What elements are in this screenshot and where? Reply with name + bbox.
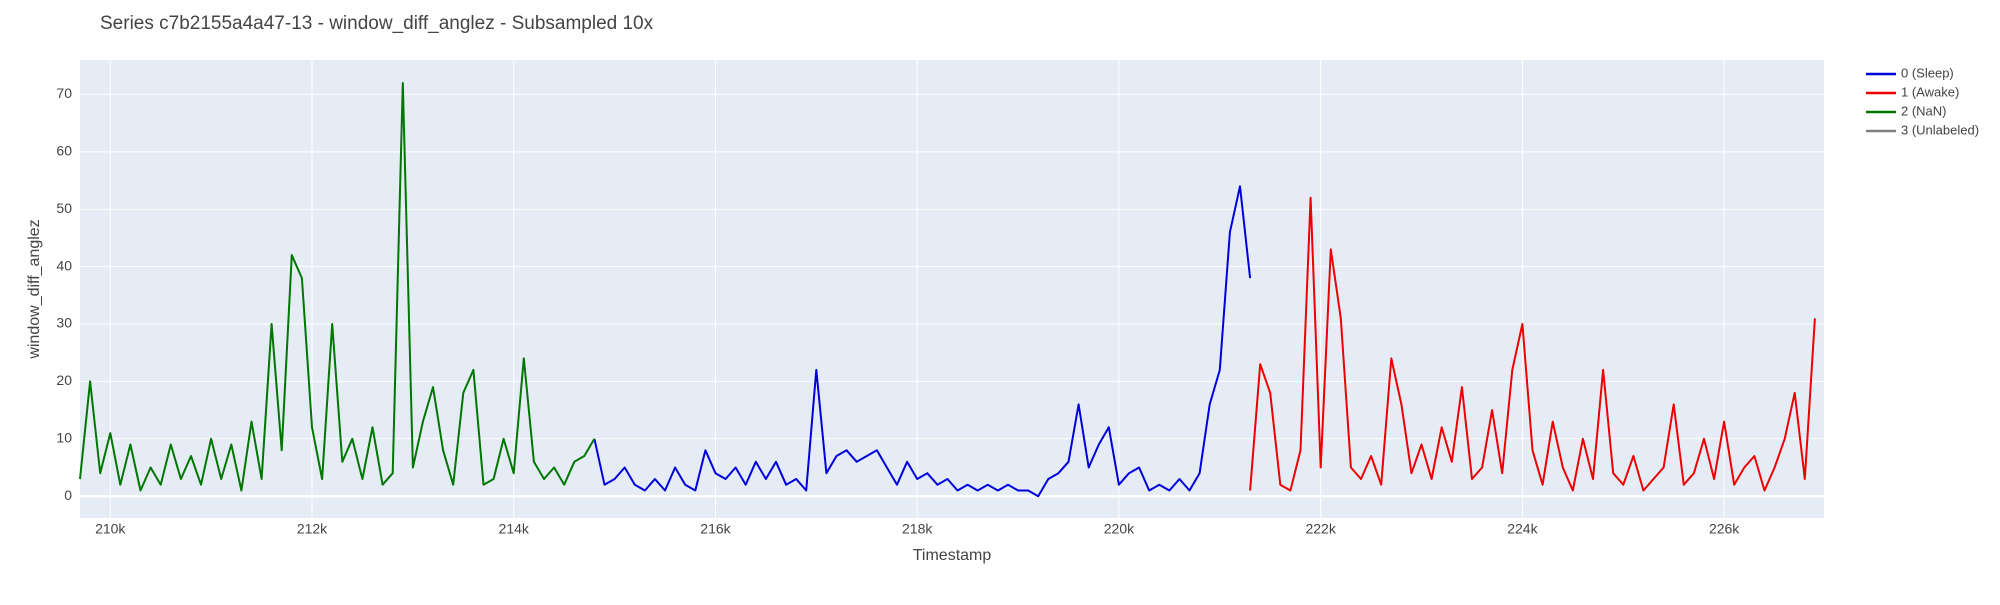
x-tick-label: 218k — [902, 521, 933, 537]
series-line — [1249, 196, 1816, 492]
series-line — [79, 82, 596, 492]
legend-label: 1 (Awake) — [1901, 84, 1959, 99]
x-tick-label: 214k — [499, 521, 530, 537]
legend-label: 0 (Sleep) — [1901, 65, 1954, 80]
x-tick-label: 222k — [1305, 521, 1336, 537]
y-tick-label: 70 — [56, 85, 72, 101]
y-tick-label: 20 — [56, 372, 72, 388]
grid — [80, 60, 1824, 518]
legend-label: 2 (NaN) — [1901, 103, 1947, 118]
y-tick-label: 40 — [56, 257, 72, 273]
series-line — [593, 185, 1252, 498]
y-axis-title: window_diff_anglez — [26, 219, 43, 359]
legend-label: 3 (Unlabeled) — [1901, 122, 1979, 137]
y-tick-label: 30 — [56, 315, 72, 331]
chart-title: Series c7b2155a4a47-13 - window_diff_ang… — [100, 13, 654, 34]
y-tick-label: 60 — [56, 143, 72, 159]
x-tick-label: 224k — [1507, 521, 1538, 537]
x-tick-label: 226k — [1709, 521, 1740, 537]
y-tick-label: 10 — [56, 430, 72, 446]
x-tick-label: 220k — [1104, 521, 1135, 537]
y-tick-label: 50 — [56, 200, 72, 216]
x-tick-label: 216k — [700, 521, 731, 537]
x-tick-label: 210k — [95, 521, 126, 537]
x-axis-title: Timestamp — [913, 547, 992, 564]
y-tick-label: 0 — [64, 487, 72, 503]
x-tick-label: 212k — [297, 521, 328, 537]
